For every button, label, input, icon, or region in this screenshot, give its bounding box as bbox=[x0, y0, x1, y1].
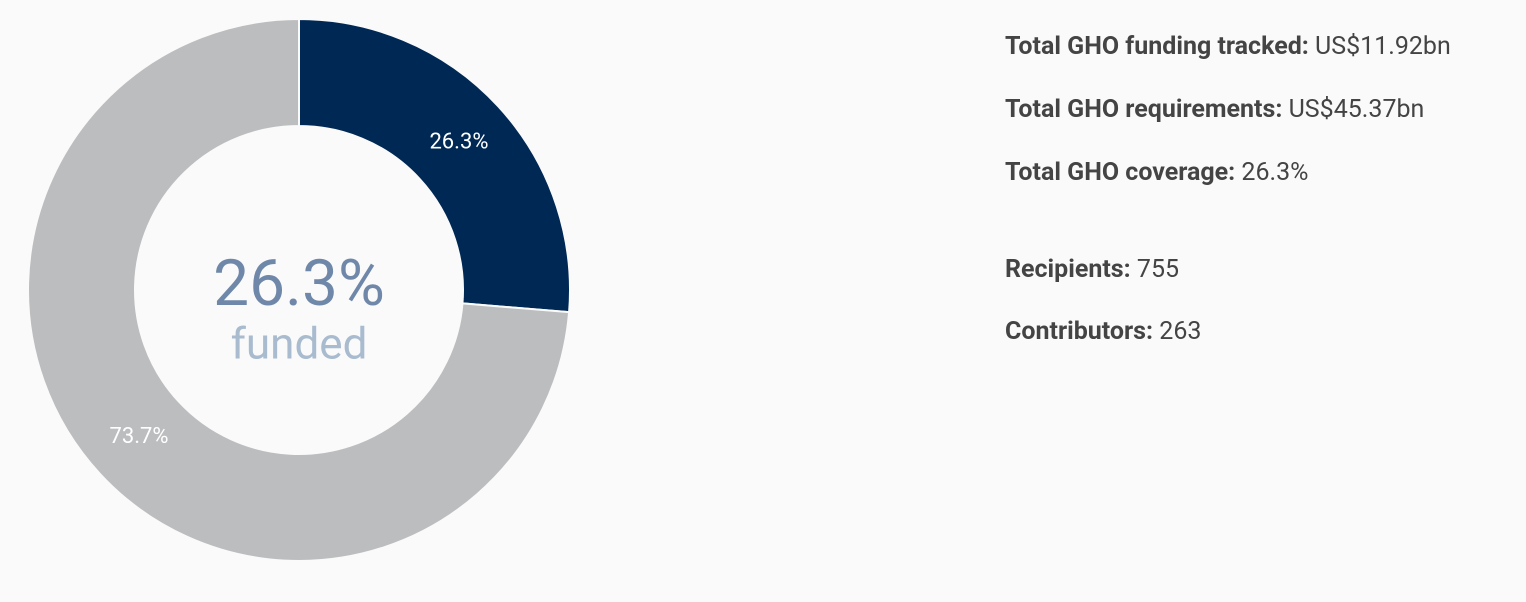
stat-value: 755 bbox=[1136, 255, 1180, 284]
stat-label: Recipients: bbox=[1005, 255, 1131, 284]
center-label: 26.3% bbox=[213, 246, 385, 321]
stat: Total GHO coverage: 26.3% bbox=[1005, 158, 1308, 188]
slice bbox=[298, 17, 571, 314]
stat: Recipients: 755 bbox=[1005, 255, 1179, 285]
slice bbox=[27, 17, 571, 562]
stat-value: US$45.37bn bbox=[1288, 95, 1425, 124]
stat-value: 26.3% bbox=[1241, 158, 1309, 187]
value-label: 26.3% bbox=[429, 129, 488, 154]
chart: 26.3% funded 26.3% 73.7% bbox=[27, 17, 571, 562]
value-label: 73.7% bbox=[110, 424, 169, 449]
stat: Contributors: 263 bbox=[1005, 317, 1201, 347]
stat-value: 263 bbox=[1159, 317, 1202, 346]
slices bbox=[27, 17, 571, 562]
stat-value: US$11.92bn bbox=[1315, 32, 1451, 61]
stat-label: Total GHO coverage: bbox=[1005, 158, 1236, 187]
stat-label: Contributors: bbox=[1005, 317, 1154, 346]
stat-label: Total GHO requirements: bbox=[1005, 95, 1283, 124]
stat: Total GHO funding tracked: US$11.92bn bbox=[1005, 32, 1451, 62]
stat-label: Total GHO funding tracked: bbox=[1005, 32, 1309, 61]
stat: Total GHO requirements: US$45.37bn bbox=[1005, 95, 1424, 125]
center-sublabel: funded bbox=[231, 318, 368, 370]
